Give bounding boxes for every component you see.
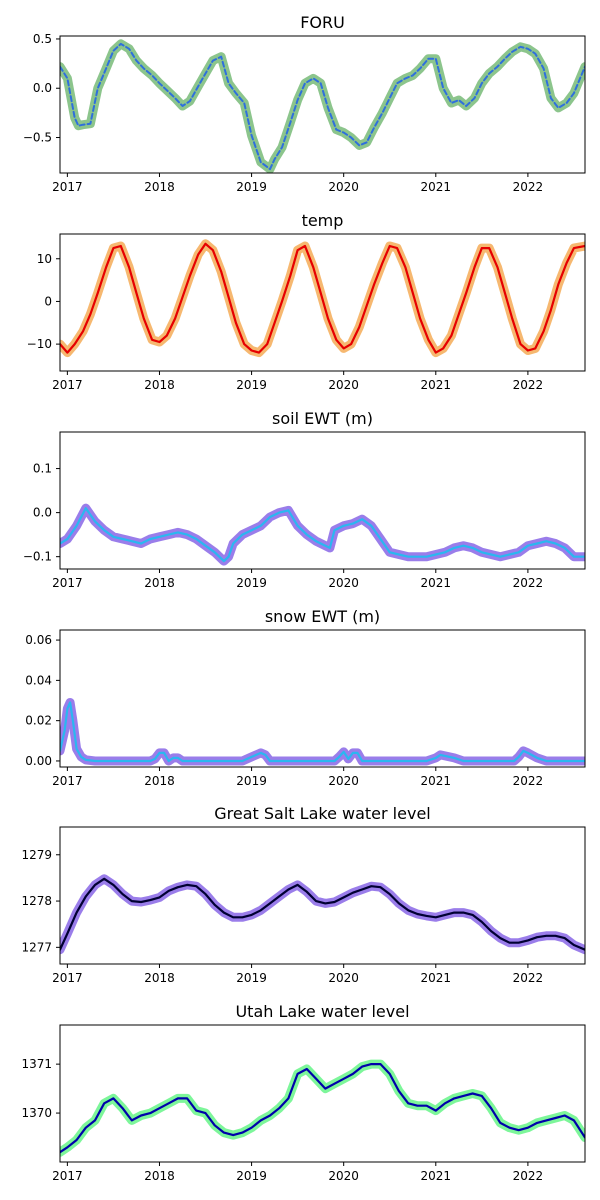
y-tick-label: −0.1 [23, 550, 52, 564]
plot-frame [59, 1024, 586, 1163]
chart-title: FORU [300, 13, 345, 32]
x-tick-label: 2019 [236, 774, 267, 788]
y-tick-label: −10 [27, 337, 52, 351]
x-tick-label: 2020 [328, 180, 359, 194]
y-tick-label: 1278 [21, 894, 52, 908]
y-tick-label: 0.00 [25, 754, 52, 768]
x-tick-label: 2017 [52, 1169, 83, 1183]
plot-frame [59, 826, 586, 965]
x-tick-label: 2021 [421, 1169, 452, 1183]
series-line [60, 42, 585, 171]
x-tick-label: 2017 [52, 180, 83, 194]
chart-title: Great Salt Lake water level [214, 804, 430, 823]
x-tick-label: 2018 [144, 774, 175, 788]
y-tick-label: 1277 [21, 940, 52, 954]
plot-frame [59, 431, 586, 570]
chart-panel-1: FORU 2017 2018 2019 2020 2021 2022 0.5 0.0 −0.5 [23, 13, 586, 194]
y-tick-label: 1371 [21, 1057, 52, 1071]
x-tick-label: 2019 [236, 1169, 267, 1183]
x-tick-label: 2021 [421, 774, 452, 788]
x-tick-label: 2019 [236, 971, 267, 985]
y-tick-label: 0.0 [33, 81, 52, 95]
chart-title: Utah Lake water level [235, 1002, 409, 1021]
x-tick-label: 2017 [52, 378, 83, 392]
x-tick-label: 2022 [513, 971, 544, 985]
y-tick-label: 1370 [21, 1106, 52, 1120]
plot-frame [59, 629, 586, 768]
y-tick-label: 0.06 [25, 633, 52, 647]
x-tick-label: 2021 [421, 180, 452, 194]
x-tick-label: 2020 [328, 774, 359, 788]
y-tick-label: 0.02 [25, 714, 52, 728]
chart-title: soil EWT (m) [272, 409, 373, 428]
x-tick-label: 2018 [144, 971, 175, 985]
plot-frame [59, 35, 586, 174]
x-tick-label: 2021 [421, 576, 452, 590]
x-tick-label: 2019 [236, 378, 267, 392]
x-tick-label: 2020 [328, 971, 359, 985]
chart-panel-2: temp 2017 2018 2019 2020 2021 2022 10 0 −10 [27, 211, 586, 392]
x-tick-label: 2020 [328, 576, 359, 590]
x-tick-label: 2018 [144, 1169, 175, 1183]
x-tick-label: 2022 [513, 378, 544, 392]
x-tick-label: 2021 [421, 378, 452, 392]
y-tick-label: −0.5 [23, 131, 52, 145]
chart-title: temp [302, 211, 344, 230]
x-tick-label: 2021 [421, 971, 452, 985]
x-tick-label: 2017 [52, 774, 83, 788]
chart-panel-6: Utah Lake water level 2017 2018 2019 2020 202… [21, 1002, 586, 1183]
x-tick-label: 2019 [236, 180, 267, 194]
plot-frame [59, 233, 586, 372]
x-tick-label: 2017 [52, 971, 83, 985]
y-tick-label: 0.0 [33, 506, 52, 520]
x-tick-label: 2019 [236, 576, 267, 590]
series-line [60, 507, 585, 563]
x-tick-label: 2018 [144, 378, 175, 392]
y-tick-label: 0.04 [25, 673, 52, 687]
y-tick-label: 0.5 [33, 32, 52, 46]
x-tick-label: 2022 [513, 774, 544, 788]
chart-panel-5: Great Salt Lake water level 2017 2018 2019 2… [21, 804, 586, 985]
y-tick-label: 1279 [21, 848, 52, 862]
chart-panel-3: soil EWT (m) 2017 2018 2019 2020 2021 2022 0.1 0… [23, 409, 586, 590]
series-line [60, 1062, 585, 1154]
chart-panel-4: snow EWT (m) 2017 2018 2019 2020 2021 2022 0.06… [25, 607, 586, 788]
x-tick-label: 2022 [513, 180, 544, 194]
x-tick-label: 2018 [144, 576, 175, 590]
series-line [60, 701, 585, 763]
x-tick-label: 2020 [328, 1169, 359, 1183]
x-tick-label: 2022 [513, 576, 544, 590]
series-line [60, 242, 585, 354]
x-tick-label: 2017 [52, 576, 83, 590]
series-line [60, 877, 585, 951]
x-tick-label: 2020 [328, 378, 359, 392]
x-tick-label: 2022 [513, 1169, 544, 1183]
y-tick-label: 0 [44, 294, 52, 308]
chart-title: snow EWT (m) [265, 607, 380, 626]
y-tick-label: 0.1 [33, 462, 52, 476]
x-tick-label: 2018 [144, 180, 175, 194]
y-tick-label: 10 [37, 252, 52, 266]
